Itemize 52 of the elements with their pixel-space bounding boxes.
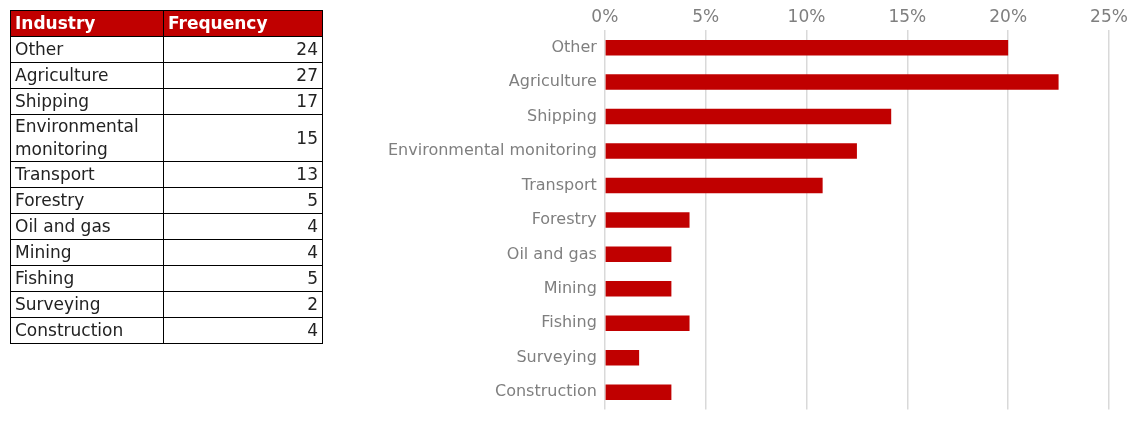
x-tick-label: 0% xyxy=(591,5,619,26)
y-tick-label: Oil and gas xyxy=(506,243,597,263)
bar xyxy=(605,108,892,125)
data-label: 2 xyxy=(163,291,323,318)
bar xyxy=(605,39,1009,56)
y-tick-label: Fishing xyxy=(541,312,597,332)
data-label: 4 xyxy=(163,213,323,240)
category-label: Fishing xyxy=(10,265,164,292)
data-label: 27 xyxy=(163,62,323,89)
category-label: Construction xyxy=(10,317,164,344)
data-label: 4 xyxy=(163,317,323,344)
data-label: 5 xyxy=(163,265,323,292)
bar xyxy=(605,246,672,263)
bar xyxy=(605,315,690,332)
y-tick-label: Transport xyxy=(520,174,597,194)
bar xyxy=(605,74,1059,90)
data-label: 4 xyxy=(163,239,323,266)
category-label: Mining xyxy=(10,239,164,266)
category-label: Environmental monitoring xyxy=(10,114,164,162)
x-tick-label: 15% xyxy=(888,5,927,26)
data-label: 24 xyxy=(163,36,323,63)
bar xyxy=(605,384,672,400)
y-tick-label: Mining xyxy=(543,277,597,297)
category-label: Shipping xyxy=(10,88,164,115)
x-tick-label: 10% xyxy=(787,5,826,26)
data-label: 17 xyxy=(163,88,323,115)
category-label: Transport xyxy=(10,161,164,188)
y-tick-label: Construction xyxy=(494,381,597,401)
data-label: 5 xyxy=(163,187,323,214)
x-tick-label: 5% xyxy=(692,5,720,26)
category-label: Oil and gas xyxy=(10,213,164,240)
category-label: Forestry xyxy=(10,187,164,214)
category-label: Other xyxy=(10,36,164,63)
bar xyxy=(605,281,672,297)
y-tick-label: Environmental monitoring xyxy=(388,140,597,160)
y-tick-label: Surveying xyxy=(516,346,597,366)
y-tick-label: Forestry xyxy=(531,209,597,229)
category-label: Surveying xyxy=(10,291,164,318)
bar xyxy=(605,143,857,159)
bar xyxy=(605,212,690,228)
x-tick-label: 20% xyxy=(989,5,1028,26)
y-tick-label: Agriculture xyxy=(508,71,597,91)
y-tick-label: Other xyxy=(551,36,598,56)
bar xyxy=(605,349,640,366)
text: Frequency xyxy=(163,10,323,37)
x-tick-label: 25% xyxy=(1090,5,1128,26)
text: Industry xyxy=(10,10,164,37)
data-label: 15 xyxy=(163,114,323,162)
category-label: Agriculture xyxy=(10,62,164,89)
data-label: 13 xyxy=(163,161,323,188)
bar xyxy=(605,177,823,194)
y-tick-label: Shipping xyxy=(527,105,597,125)
